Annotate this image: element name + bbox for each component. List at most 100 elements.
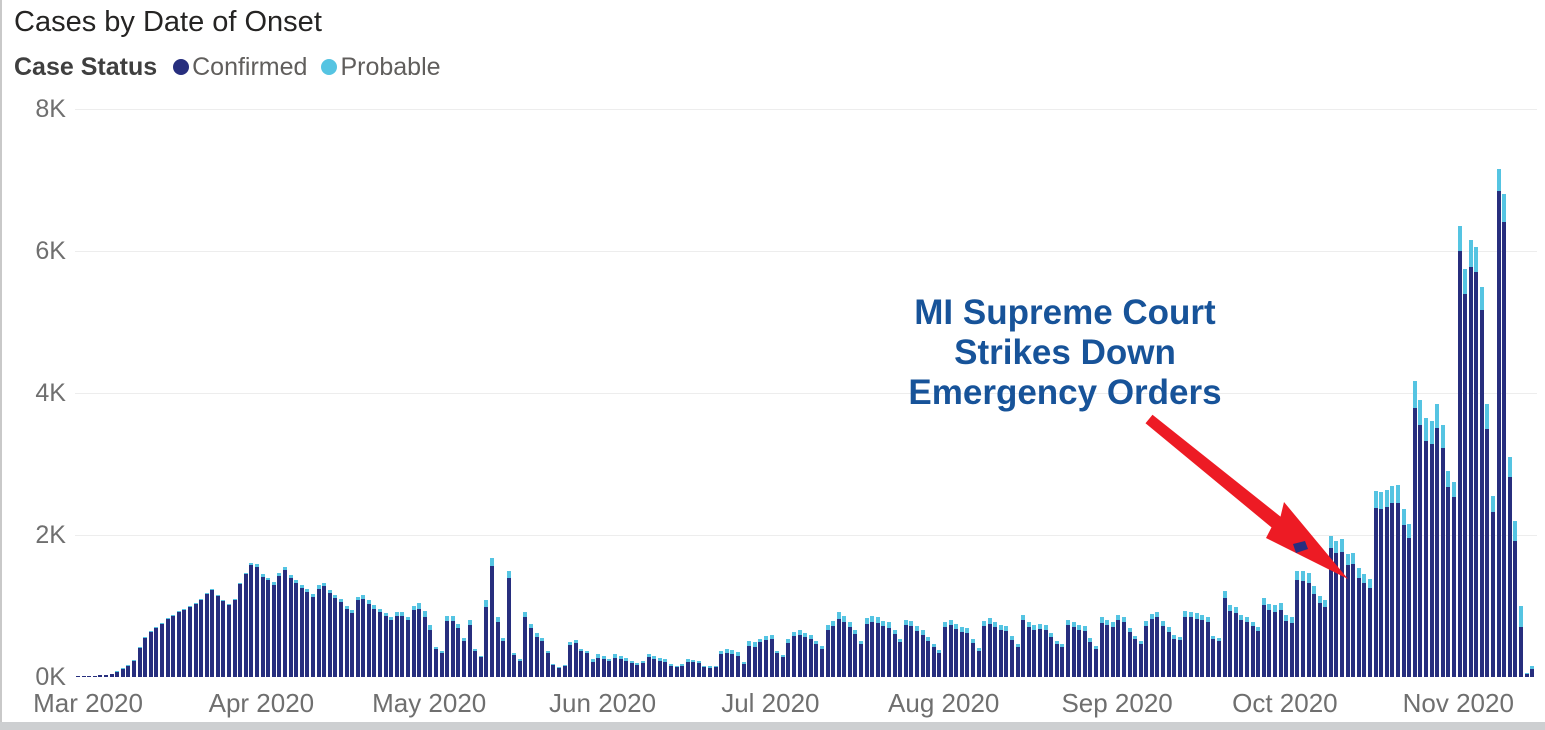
bar-2020-06-08[interactable]: [629, 660, 634, 677]
bar-2020-10-01[interactable]: [1272, 605, 1277, 677]
bar-2020-08-06[interactable]: [959, 627, 964, 677]
bar-2020-04-23[interactable]: [372, 605, 377, 677]
bar-2020-06-21[interactable]: [702, 665, 707, 677]
bar-2020-08-27[interactable]: [1077, 625, 1082, 677]
bar-2020-11-10[interactable]: [1496, 169, 1501, 677]
bar-2020-03-21[interactable]: [187, 605, 192, 677]
bar-2020-09-28[interactable]: [1256, 626, 1261, 677]
bar-2020-09-13[interactable]: [1172, 635, 1177, 677]
bar-2020-04-24[interactable]: [378, 608, 382, 677]
bar-2020-05-27[interactable]: [562, 664, 567, 677]
bar-2020-05-12[interactable]: [478, 655, 483, 677]
bar-2020-08-21[interactable]: [1043, 625, 1048, 677]
bar-2020-09-30[interactable]: [1267, 603, 1272, 677]
bar-2020-07-05[interactable]: [780, 655, 785, 677]
bar-2020-07-03[interactable]: [769, 635, 774, 677]
bar-2020-06-01[interactable]: [590, 659, 595, 677]
bar-2020-11-04[interactable]: [1463, 268, 1468, 677]
bar-2020-03-13[interactable]: [143, 637, 148, 677]
bar-2020-09-22[interactable]: [1222, 591, 1227, 677]
bar-2020-03-30[interactable]: [238, 583, 243, 677]
bar-2020-06-23[interactable]: [713, 665, 718, 677]
bar-2020-08-18[interactable]: [1026, 622, 1031, 677]
bar-2020-08-24[interactable]: [1060, 644, 1065, 677]
bar-2020-08-22[interactable]: [1049, 633, 1054, 677]
bar-2020-04-27[interactable]: [394, 612, 399, 677]
bar-2020-11-03[interactable]: [1457, 226, 1462, 677]
bar-2020-07-06[interactable]: [786, 639, 791, 677]
bar-2020-05-03[interactable]: [428, 625, 433, 677]
bar-2020-10-27[interactable]: [1418, 400, 1423, 677]
bar-2020-08-05[interactable]: [954, 624, 959, 677]
bar-2020-06-22[interactable]: [708, 666, 712, 677]
bar-2020-04-16[interactable]: [333, 594, 338, 677]
bar-2020-09-16[interactable]: [1189, 611, 1193, 677]
bar-2020-03-19[interactable]: [176, 611, 181, 677]
bar-2020-10-26[interactable]: [1412, 381, 1417, 677]
bar-2020-10-20[interactable]: [1379, 492, 1384, 677]
bar-2020-07-09[interactable]: [803, 632, 808, 677]
bar-2020-09-17[interactable]: [1194, 613, 1199, 677]
bar-2020-08-29[interactable]: [1088, 638, 1093, 677]
bar-2020-06-20[interactable]: [696, 661, 701, 677]
bar-2020-07-12[interactable]: [819, 645, 824, 677]
bar-2020-08-03[interactable]: [942, 622, 947, 677]
bar-2020-11-07[interactable]: [1479, 286, 1484, 677]
bar-2020-09-21[interactable]: [1217, 638, 1221, 677]
bar-2020-04-25[interactable]: [383, 613, 388, 677]
bar-2020-07-13[interactable]: [825, 625, 830, 677]
bar-2020-11-13[interactable]: [1513, 520, 1518, 677]
bar-2020-10-13[interactable]: [1340, 539, 1344, 677]
bar-2020-06-03[interactable]: [601, 655, 606, 677]
bar-2020-11-02[interactable]: [1451, 481, 1456, 677]
bar-2020-03-02[interactable]: [81, 675, 86, 677]
bar-2020-05-17[interactable]: [506, 570, 511, 677]
bar-2020-04-09[interactable]: [294, 579, 299, 677]
bar-2020-08-07[interactable]: [965, 628, 970, 677]
bar-2020-04-14[interactable]: [322, 582, 327, 677]
bar-2020-05-25[interactable]: [551, 663, 556, 677]
bar-2020-11-16[interactable]: [1530, 666, 1535, 677]
bar-2020-10-12[interactable]: [1334, 540, 1339, 677]
bar-2020-06-18[interactable]: [685, 659, 690, 677]
bar-2020-03-23[interactable]: [199, 598, 203, 677]
bar-2020-03-24[interactable]: [204, 593, 209, 677]
bar-2020-07-24[interactable]: [887, 622, 891, 677]
bar-2020-10-04[interactable]: [1289, 617, 1294, 677]
bar-2020-10-05[interactable]: [1295, 570, 1300, 677]
bar-2020-10-03[interactable]: [1284, 615, 1289, 677]
bar-2020-06-04[interactable]: [607, 658, 612, 677]
bar-2020-11-01[interactable]: [1446, 471, 1451, 677]
bar-2020-11-12[interactable]: [1507, 456, 1512, 677]
bar-2020-05-04[interactable]: [434, 647, 438, 677]
bar-2020-04-17[interactable]: [338, 598, 343, 677]
bar-2020-10-30[interactable]: [1435, 403, 1440, 677]
bar-2020-07-15[interactable]: [836, 612, 841, 677]
bar-2020-08-14[interactable]: [1004, 625, 1009, 677]
bar-2020-03-14[interactable]: [148, 631, 153, 677]
bar-2020-10-09[interactable]: [1317, 596, 1322, 677]
bar-2020-03-08[interactable]: [115, 670, 120, 677]
bar-2020-10-14[interactable]: [1345, 554, 1350, 677]
bar-2020-06-19[interactable]: [691, 660, 696, 677]
bar-2020-04-07[interactable]: [282, 567, 287, 677]
bar-2020-03-31[interactable]: [243, 573, 248, 677]
bar-2020-10-17[interactable]: [1362, 574, 1367, 677]
bar-2020-03-17[interactable]: [165, 618, 170, 677]
bar-2020-05-10[interactable]: [467, 620, 472, 677]
bar-2020-07-07[interactable]: [791, 631, 796, 677]
bar-2020-07-10[interactable]: [808, 635, 813, 677]
bar-2020-07-19[interactable]: [859, 640, 863, 677]
bar-2020-09-19[interactable]: [1205, 617, 1210, 677]
bar-2020-08-28[interactable]: [1082, 625, 1087, 677]
bar-2020-07-08[interactable]: [797, 630, 802, 677]
bar-2020-04-10[interactable]: [299, 584, 304, 677]
bar-2020-09-10[interactable]: [1155, 611, 1160, 677]
bar-2020-10-21[interactable]: [1384, 489, 1389, 677]
bar-2020-10-15[interactable]: [1351, 552, 1356, 677]
bar-2020-09-27[interactable]: [1250, 621, 1255, 677]
bar-2020-03-06[interactable]: [104, 674, 108, 677]
bar-2020-05-23[interactable]: [540, 638, 545, 677]
bar-2020-03-12[interactable]: [137, 646, 142, 677]
bar-2020-09-07[interactable]: [1138, 640, 1143, 677]
